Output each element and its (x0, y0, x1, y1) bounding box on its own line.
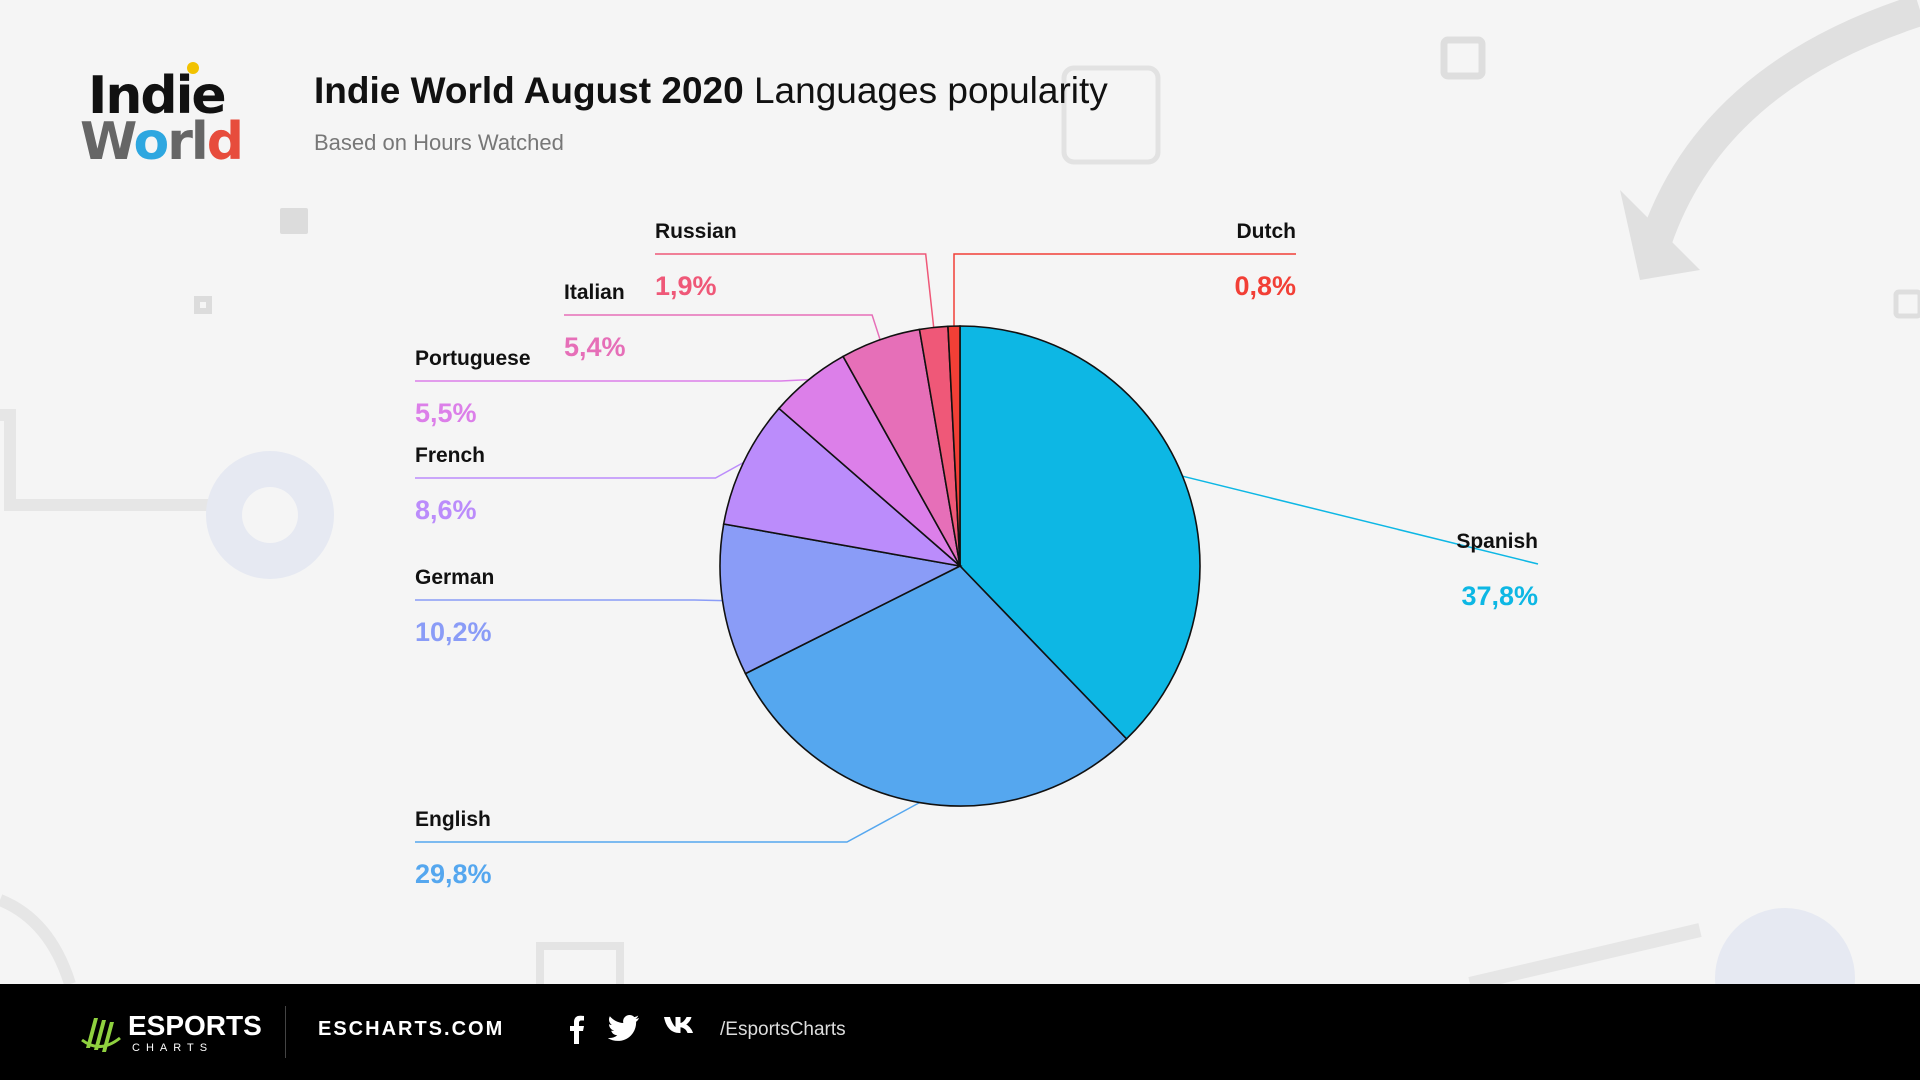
leader-line-german (415, 599, 723, 602)
leader-line-spanish (1182, 475, 1539, 565)
footer-divider (285, 1006, 286, 1058)
label-russian: Russian (655, 220, 737, 243)
leader-line-french (415, 461, 744, 479)
value-russian: 1,9% (655, 271, 717, 301)
label-dutch: Dutch (1237, 220, 1297, 243)
leader-line-portuguese (415, 378, 809, 382)
leader-line-english (415, 801, 920, 843)
value-italian: 5,4% (564, 332, 626, 362)
pie-slice-dutch (947, 325, 961, 567)
esports-charts-brand[interactable]: ESPORTS CHARTS (80, 1006, 262, 1060)
leader-line-italian (564, 314, 881, 340)
label-english: English (415, 808, 491, 831)
indie-world-logo: Indie World (78, 62, 258, 172)
logo-letter-w: W (80, 112, 135, 172)
chart-title: Indie World August 2020 Languages popula… (314, 70, 1108, 112)
logo-letters-rl: rl (167, 112, 208, 172)
logo-line-1: Indie (88, 66, 227, 126)
site-link[interactable]: ESCHARTS.COM (318, 1018, 505, 1040)
chart-subtitle: Based on Hours Watched (314, 130, 564, 155)
pie-chart: Spanish 37,8% English 29,8% German 10,2% Frenc… (415, 220, 1539, 889)
leader-line-dutch (953, 253, 1296, 327)
logo-letter-d: d (206, 112, 244, 172)
value-dutch: 0,8% (1234, 271, 1296, 301)
chart-title-bold: Indie World August 2020 (314, 70, 744, 111)
value-spanish: 37,8% (1461, 581, 1538, 611)
value-french: 8,6% (415, 495, 477, 525)
brand-name: ESPORTS (128, 1010, 262, 1041)
label-portuguese: Portuguese (415, 347, 531, 370)
brand-sub: CHARTS (132, 1042, 214, 1054)
value-english: 29,8% (415, 859, 492, 889)
esports-charts-logo-icon (81, 1018, 121, 1052)
vk-icon[interactable] (662, 1014, 700, 1038)
logo-letter-o: o (133, 112, 170, 172)
footer-bar: ESPORTS CHARTS ESCHARTS.COM /EsportsChar… (0, 984, 1920, 1080)
pie-slice-french (722, 407, 963, 568)
value-german: 10,2% (415, 617, 492, 647)
label-italian: Italian (564, 281, 625, 304)
lightbulb-icon (187, 62, 199, 74)
value-portuguese: 5,5% (415, 398, 477, 428)
twitter-icon[interactable] (608, 1014, 640, 1042)
background-decoration (0, 0, 1920, 984)
leader-line-russian (655, 253, 935, 328)
label-german: German (415, 566, 494, 589)
pie-slice-spanish (959, 325, 1201, 741)
label-french: French (415, 444, 485, 467)
social-handle[interactable]: /EsportsCharts (720, 1019, 846, 1040)
facebook-icon[interactable] (566, 1014, 586, 1044)
chart-title-regular: Languages popularity (753, 70, 1108, 111)
logo-line-2: World (80, 116, 244, 168)
pie-slice-german (719, 523, 963, 675)
label-spanish: Spanish (1456, 530, 1538, 553)
